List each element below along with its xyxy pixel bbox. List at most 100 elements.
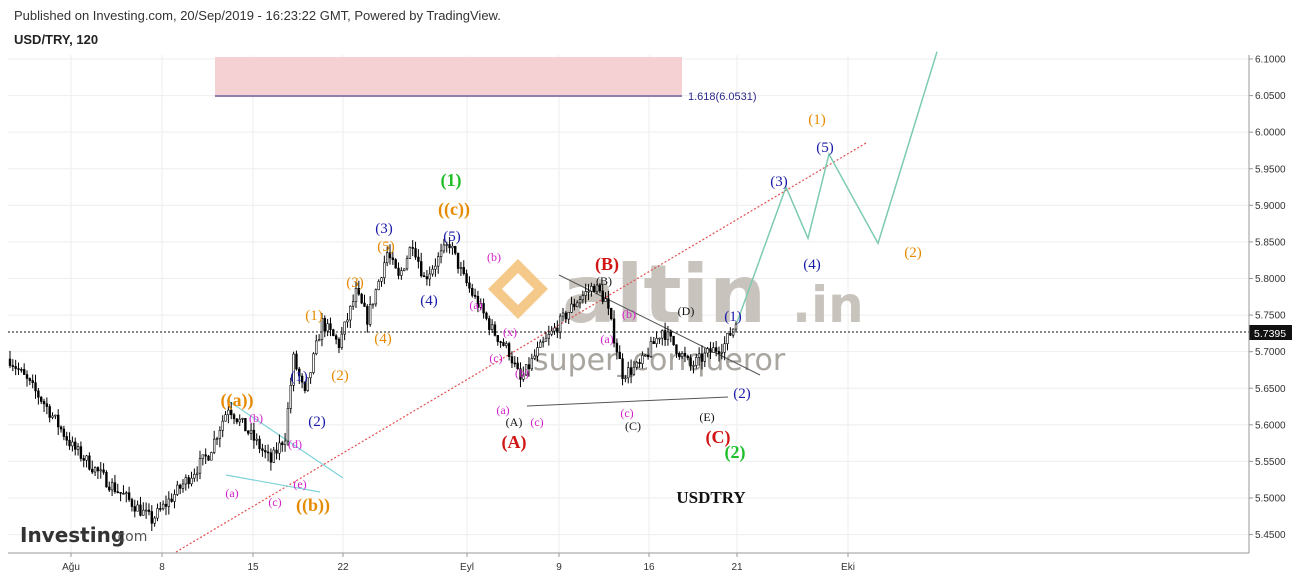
wave-label: (A) (502, 432, 527, 453)
candle-body (241, 418, 244, 420)
candle-body (173, 494, 176, 502)
wave-label: (x) (503, 325, 517, 339)
candle-body (184, 477, 188, 485)
candle-body (686, 355, 689, 359)
candle-body (536, 347, 539, 357)
candle-body (445, 244, 448, 246)
y-tick-label: 6.0500 (1255, 91, 1286, 102)
candle-body (281, 442, 284, 446)
candle-body (289, 385, 292, 409)
candle-body (82, 458, 85, 461)
wave-label: (5) (443, 229, 461, 245)
watermark-brand: altin (562, 248, 766, 341)
wave-label: (1) (305, 308, 323, 324)
watermark-author: super_conqueror (533, 343, 786, 378)
candle-body (397, 267, 400, 276)
candle-body (581, 295, 585, 301)
x-tick-label: 21 (731, 562, 743, 573)
candle-body (431, 268, 434, 275)
candle-body (255, 438, 258, 441)
candle-body (37, 390, 40, 398)
candle-body (244, 418, 247, 432)
candle-body (434, 265, 437, 270)
y-tick-label: 5.6000 (1255, 420, 1286, 431)
candle-body (468, 282, 471, 289)
candle-body (212, 438, 216, 453)
candle-body (663, 330, 667, 340)
candle-body (190, 477, 193, 485)
candle-body (125, 492, 128, 495)
candle-body (717, 351, 721, 354)
candle-body (454, 245, 457, 254)
y-tick-label: 5.6500 (1255, 384, 1286, 395)
candle-body (176, 484, 179, 495)
candle-body (329, 323, 332, 331)
triangle-upper-line (558, 274, 761, 376)
wave-label: (1) (808, 112, 826, 128)
candle-body (62, 428, 66, 437)
candle-body (42, 401, 46, 405)
candle-body (567, 312, 570, 320)
candle-body (575, 302, 579, 307)
candle-body (672, 335, 675, 346)
candle-body (624, 377, 627, 380)
y-tick-label: 5.9500 (1255, 164, 1286, 175)
candle-body (368, 304, 372, 325)
x-tick-label: 8 (159, 562, 165, 573)
wave-label: (a) (600, 332, 613, 346)
candle-body (39, 396, 43, 402)
candle-body (488, 318, 491, 330)
candle-body (71, 441, 74, 447)
candle-body (187, 477, 190, 485)
candle-body (473, 295, 477, 297)
candle-body (232, 414, 236, 420)
candle-body (136, 504, 139, 512)
candle-body (88, 455, 91, 470)
candle-body (530, 358, 534, 370)
candle-body (490, 324, 494, 330)
candle-body (394, 259, 397, 269)
candle-body (408, 247, 412, 259)
x-tick-label: Ağu (62, 562, 80, 573)
candle-body (678, 353, 681, 357)
candle-body (266, 451, 270, 454)
candle-body (34, 382, 37, 392)
y-tick-label: 5.8500 (1255, 237, 1286, 248)
candle-body (315, 340, 318, 355)
candle-body (142, 509, 145, 516)
candle-body (604, 298, 607, 302)
candle-body (524, 364, 528, 376)
wave-label: (2) (733, 386, 751, 402)
candle-body (247, 430, 250, 434)
candle-body (150, 511, 153, 524)
candle-body (462, 267, 465, 274)
wave-label: (4) (420, 293, 438, 309)
candle-body (573, 303, 576, 307)
candle-body (612, 318, 616, 344)
channel-line (175, 142, 867, 553)
wave-label: (a) (469, 298, 482, 312)
candle-body (692, 365, 695, 367)
candle-body (343, 321, 346, 335)
candle-body (357, 288, 361, 295)
candle-body (144, 509, 148, 512)
candle-body (91, 468, 94, 473)
candle-body (178, 484, 182, 489)
wave-label: (b) (622, 307, 636, 321)
wave-label: (2) (904, 245, 922, 261)
candle-body (425, 276, 429, 280)
y-tick-label: 5.8000 (1255, 274, 1286, 285)
candle-body (414, 248, 417, 258)
candle-body (700, 353, 704, 362)
x-tick-label: Eyl (460, 562, 474, 573)
candle-body (312, 353, 315, 373)
candle-body (261, 448, 264, 451)
candle-body (275, 449, 278, 454)
wave-label: (4) (803, 257, 821, 273)
candle-body (649, 341, 653, 358)
candle-body (230, 409, 233, 416)
candle-body (505, 343, 508, 346)
candle-body (332, 329, 335, 337)
candle-body (593, 285, 596, 293)
candle-body (25, 374, 29, 379)
